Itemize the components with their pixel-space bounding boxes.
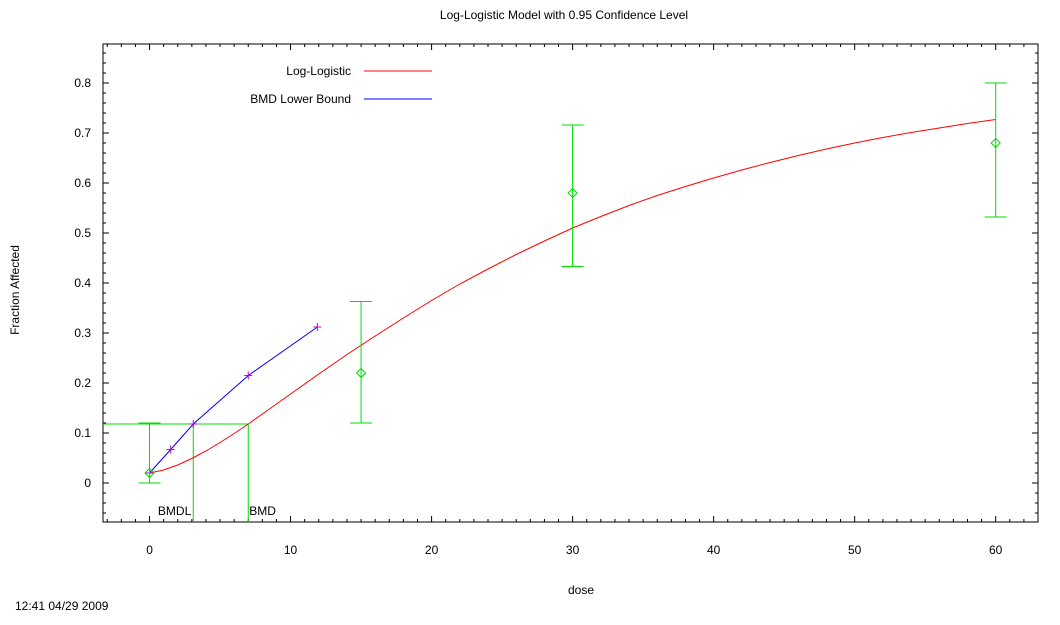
y-tick-label: 0.1 bbox=[74, 426, 91, 440]
x-tick-label: 10 bbox=[284, 543, 298, 557]
x-tick-label: 0 bbox=[146, 543, 153, 557]
observed-point bbox=[984, 82, 1007, 218]
y-tick-label: 0.6 bbox=[74, 176, 91, 190]
y-tick-label: 0.7 bbox=[74, 126, 91, 140]
observed-point bbox=[138, 422, 161, 484]
legend-label: BMD Lower Bound bbox=[250, 92, 351, 106]
y-tick-label: 0.2 bbox=[74, 376, 91, 390]
diamond-marker bbox=[144, 467, 155, 479]
diamond-marker bbox=[990, 137, 1001, 149]
x-tick-label: 50 bbox=[848, 543, 862, 557]
bmdl-point bbox=[166, 445, 175, 454]
diamond-marker bbox=[567, 187, 578, 199]
plot-area: 0 10 20 30 40 50 60 0 0.1 0.2 0.3 0.4 0.5 0.6 0.7 0.8 BM… bbox=[74, 43, 1039, 557]
x-tick-label: 20 bbox=[425, 543, 439, 557]
observed-point bbox=[350, 301, 373, 424]
series-line-log-logistic bbox=[149, 119, 996, 474]
annotation-bmd: BMD bbox=[249, 504, 276, 518]
plot-frame bbox=[102, 43, 1039, 523]
y-axis-label: Fraction Affected bbox=[8, 245, 22, 335]
annotation-bmdl: BMDL bbox=[158, 504, 192, 518]
x-tick-label: 30 bbox=[566, 543, 580, 557]
diamond-marker bbox=[355, 367, 367, 379]
y-tick-label: 0.3 bbox=[74, 326, 91, 340]
x-axis-label: dose bbox=[568, 583, 594, 597]
y-tick-label: 0.8 bbox=[74, 76, 91, 90]
series-line-bmd-lower-bound bbox=[149, 326, 318, 474]
bmdl-point bbox=[244, 371, 253, 380]
x-tick-label: 60 bbox=[989, 543, 1003, 557]
chart-title: Log-Logistic Model with 0.95 Confidence … bbox=[440, 8, 688, 22]
bmdl-point bbox=[313, 323, 322, 331]
observed-point bbox=[561, 124, 584, 267]
timestamp: 12:41 04/29 2009 bbox=[15, 599, 109, 613]
bmdl-point bbox=[189, 420, 198, 428]
legend-label: Log-Logistic bbox=[286, 64, 351, 78]
x-tick-label: 40 bbox=[707, 543, 721, 557]
y-tick-label: 0.4 bbox=[74, 276, 91, 290]
y-tick-label: 0 bbox=[84, 476, 91, 490]
y-tick-label: 0.5 bbox=[74, 226, 91, 240]
